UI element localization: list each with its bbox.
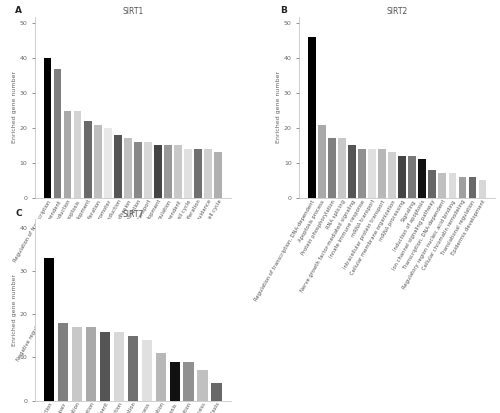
Bar <box>86 327 96 401</box>
Y-axis label: Enriched gene number: Enriched gene number <box>12 274 16 346</box>
Bar <box>174 145 182 198</box>
Bar <box>214 152 222 198</box>
Bar <box>104 128 112 198</box>
Y-axis label: Enriched gene number: Enriched gene number <box>12 71 16 143</box>
Bar <box>128 336 138 401</box>
Bar <box>156 353 166 401</box>
Bar <box>198 370 208 401</box>
Bar <box>328 138 336 198</box>
Bar <box>428 170 436 198</box>
Bar <box>438 173 446 198</box>
Bar <box>44 58 52 198</box>
Bar <box>388 152 396 198</box>
Bar <box>398 156 406 198</box>
Bar <box>184 149 192 198</box>
Bar <box>170 362 180 401</box>
Bar <box>124 138 132 198</box>
Title: SIRT2: SIRT2 <box>386 7 408 16</box>
Text: A: A <box>16 6 22 14</box>
Bar <box>84 121 92 198</box>
Bar <box>204 149 212 198</box>
Bar <box>408 156 416 198</box>
Bar <box>74 111 82 198</box>
Bar <box>378 149 386 198</box>
Title: SIRT1: SIRT1 <box>122 7 144 16</box>
Bar <box>338 138 345 198</box>
Bar <box>72 327 83 401</box>
Bar <box>448 173 456 198</box>
Bar <box>114 135 122 198</box>
Text: B: B <box>280 6 286 14</box>
Bar <box>144 142 152 198</box>
Title: SIRT7: SIRT7 <box>122 210 144 218</box>
Bar <box>100 332 110 401</box>
Bar <box>212 383 222 401</box>
Bar <box>54 69 62 198</box>
Bar <box>318 125 326 198</box>
Bar <box>64 111 72 198</box>
Bar <box>194 149 202 198</box>
Bar <box>478 180 486 198</box>
Bar <box>184 362 194 401</box>
Bar <box>348 145 356 198</box>
Bar <box>358 149 366 198</box>
Bar <box>468 177 476 198</box>
Bar <box>368 149 376 198</box>
Bar <box>154 145 162 198</box>
Bar <box>44 258 54 401</box>
Bar <box>134 142 141 198</box>
Y-axis label: Enriched gene number: Enriched gene number <box>276 71 281 143</box>
Bar <box>58 323 68 401</box>
Bar <box>114 332 124 401</box>
Bar <box>142 340 152 401</box>
Text: C: C <box>16 209 22 218</box>
Bar <box>94 125 102 198</box>
Bar <box>418 159 426 198</box>
Bar <box>458 177 466 198</box>
Bar <box>164 145 172 198</box>
Bar <box>308 38 316 198</box>
